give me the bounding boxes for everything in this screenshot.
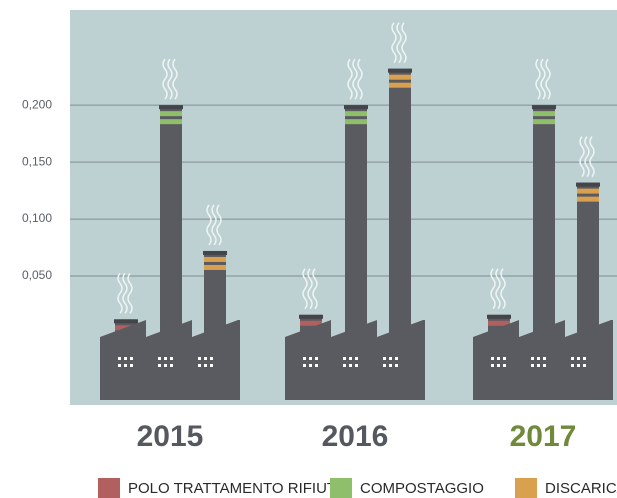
chimney [533,105,555,333]
factory-window [204,364,207,367]
factory-window [543,357,546,360]
factory-window [118,357,121,360]
factory-window [537,364,540,367]
chimney-cap [159,105,183,109]
factory-window [577,357,580,360]
legend-label: POLO TRATTAMENTO RIFIUTI [128,480,340,497]
factory-window [130,357,133,360]
chimney [160,105,182,333]
factory-window [164,357,167,360]
legend-swatch [515,478,537,498]
chimney [204,251,226,333]
chimney-cap [532,105,556,109]
factory-window [158,364,161,367]
factory-window [343,357,346,360]
y-tick-label: 0,050 [22,268,52,282]
legend-label: DISCARICA [545,480,617,497]
factory-window [497,364,500,367]
factory-window [309,364,312,367]
factory-window [497,357,500,360]
factory-window [355,364,358,367]
factory-window [383,364,386,367]
chart: 0,050 0,100 0,150 0,200 2015 2016 2017 POLO TRA… [0,0,617,498]
legend-label: COMPOSTAGGIO [360,480,484,497]
factory-window [503,364,506,367]
factory-window [349,357,352,360]
chimney-stripe [204,257,226,262]
chimney-cap [388,69,412,73]
factory-window [124,364,127,367]
chimney-cap [487,315,511,319]
factory-window [158,357,161,360]
chimney-stripe [389,75,411,80]
y-tick-label: 0,200 [22,97,52,111]
factory-window [210,357,213,360]
factory-window [531,357,534,360]
factory-window [537,357,540,360]
factory-window [170,357,173,360]
factory-window [204,357,207,360]
factory-window [164,364,167,367]
factory-window [571,357,574,360]
factory-window [303,364,306,367]
x-tick-label: 2015 [137,420,204,453]
chimney-stripe [577,197,599,202]
factory-window [389,357,392,360]
factory-window [503,357,506,360]
chimney [389,69,411,333]
chimney-stripe [533,111,555,116]
factory-window [395,357,398,360]
legend-swatch [98,478,120,498]
factory-window [170,364,173,367]
factory-window [531,364,534,367]
factory-window [303,357,306,360]
factory-window [583,357,586,360]
legend-swatch [330,478,352,498]
chimney-cap [203,251,227,255]
chimney-stripe [577,189,599,194]
y-tick-label: 0,150 [22,154,52,168]
factory-window [383,357,386,360]
chimney-stripe [160,111,182,116]
factory-window [543,364,546,367]
chimney-stripe [389,83,411,88]
chimney-cap [299,315,323,319]
factory-window [395,364,398,367]
chimney-stripe [204,265,226,270]
factory-window [210,364,213,367]
factory-window [315,357,318,360]
x-tick-label: 2017 [510,420,577,453]
chimney [345,105,367,333]
chimney-stripe [533,119,555,124]
chimney-stripe [160,119,182,124]
factory-window [389,364,392,367]
chimney [577,183,599,333]
factory-window [124,357,127,360]
chimney-stripe [345,119,367,124]
chimney-cap [114,319,138,323]
factory-window [571,364,574,367]
factory-window [577,364,580,367]
factory-window [343,364,346,367]
factory-window [491,357,494,360]
factory-window [355,357,358,360]
factory-window [315,364,318,367]
factory-window [583,364,586,367]
factory-window [349,364,352,367]
factory-window [198,357,201,360]
factory-window [130,364,133,367]
factory-window [118,364,121,367]
factory-window [491,364,494,367]
chimney-cap [344,105,368,109]
chimney-cap [576,183,600,187]
y-tick-label: 0,100 [22,211,52,225]
x-tick-label: 2016 [322,420,389,453]
chimney-stripe [345,111,367,116]
factory-window [198,364,201,367]
factory-window [309,357,312,360]
